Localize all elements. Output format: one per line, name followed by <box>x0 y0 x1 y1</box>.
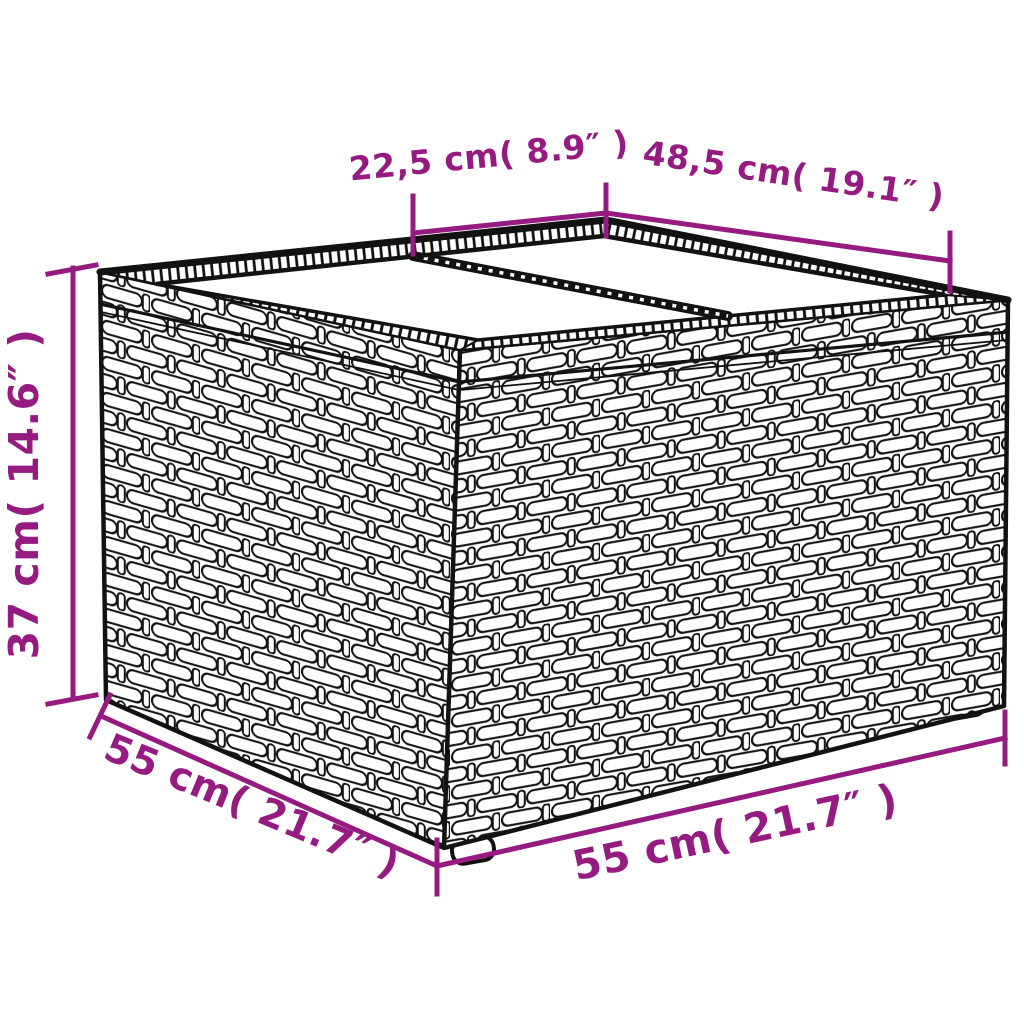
right-wall-rim-groove <box>459 330 1009 384</box>
dimension-label-glass-panel-width: 22,5 cm( 8.9″ ) <box>347 123 630 189</box>
dimension-line-depth <box>86 691 441 870</box>
left-wall-rim-groove-2 <box>100 311 460 391</box>
right-wall-rim-groove-2 <box>459 339 1008 391</box>
table-illustration <box>96 216 1012 866</box>
height-top-cap <box>45 262 99 277</box>
dimension-label-glass-length: 48,5 cm( 19.1″ ) <box>640 133 947 217</box>
dimension-lines <box>45 182 1008 897</box>
dimension-line-width <box>434 709 1008 897</box>
height-bottom-cap <box>45 692 99 707</box>
dimension-line-glass-length <box>603 210 953 294</box>
depth-start-tick <box>86 691 114 741</box>
wicker-weave-right-wall <box>442 298 1010 850</box>
dimension-label-height: 37 cm( 14.6″ ) <box>0 329 48 660</box>
left-wall-rim-groove <box>99 302 461 384</box>
wicker-divider-strip <box>408 251 733 321</box>
dimension-line-height <box>45 262 99 707</box>
front-corner-seam <box>441 349 463 849</box>
